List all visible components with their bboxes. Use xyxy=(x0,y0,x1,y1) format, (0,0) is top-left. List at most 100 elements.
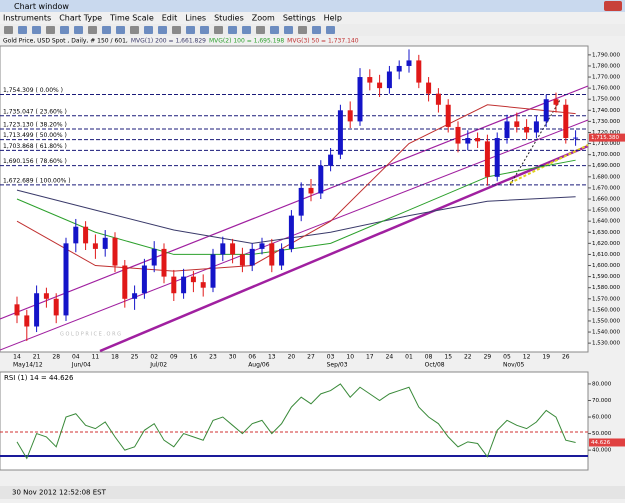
y-tick-label: 1,600.000 xyxy=(592,263,620,269)
x-tick-label: 27 xyxy=(307,354,315,361)
tool-icon[interactable] xyxy=(74,26,83,34)
x-tick-label: 29 xyxy=(484,354,492,361)
y-tick-label: 1,670.000 xyxy=(592,185,620,191)
candle-body xyxy=(563,104,569,139)
close-button[interactable] xyxy=(604,1,622,11)
menu-item[interactable]: Edit xyxy=(162,14,178,23)
x-tick-label: 05 xyxy=(503,354,511,361)
tool-icon[interactable] xyxy=(228,26,237,34)
candle-body xyxy=(151,248,157,266)
tool-icon[interactable] xyxy=(130,26,139,34)
fib-label: 1,690.156 ( 78.60% ) xyxy=(3,158,67,165)
legend-entry: MVG(3) 50 = 1,737.140 xyxy=(287,38,359,45)
tool-icon[interactable] xyxy=(186,26,195,34)
watermark: G O L D P R I C E . O R G xyxy=(60,332,121,338)
tool-icon[interactable] xyxy=(102,26,111,34)
y-tick-label: 1,610.000 xyxy=(592,252,620,258)
tool-icon[interactable] xyxy=(4,26,13,34)
tool-icon[interactable] xyxy=(214,26,223,34)
candle-body xyxy=(298,187,304,216)
x-tick-label: 04 xyxy=(72,354,80,361)
status-bar xyxy=(0,486,625,499)
y-tick-label: 1,740.000 xyxy=(592,108,620,114)
menu-item[interactable]: Studies xyxy=(214,14,244,23)
y-tick-label: 1,620.000 xyxy=(592,241,620,247)
channel-line xyxy=(99,144,589,353)
candle-body xyxy=(573,137,579,139)
tool-icon[interactable] xyxy=(46,26,55,34)
tool-icon[interactable] xyxy=(270,26,279,34)
candle-body xyxy=(230,243,236,255)
candle-body xyxy=(83,226,89,244)
candle-body xyxy=(396,65,402,72)
rsi-last-label: 44.626 xyxy=(591,440,611,446)
menu-item[interactable]: Settings xyxy=(283,14,316,23)
x-tick-label: 22 xyxy=(464,354,472,361)
tool-icon[interactable] xyxy=(32,26,41,34)
y-tick-label: 1,750.000 xyxy=(592,97,620,103)
x-tick-label: 28 xyxy=(52,354,60,361)
candle-body xyxy=(504,121,510,139)
x-tick-label: 11 xyxy=(92,354,100,361)
tool-icon[interactable] xyxy=(298,26,307,34)
tool-icon[interactable] xyxy=(200,26,209,34)
fib-label: 1,703.868 ( 61.80% ) xyxy=(3,143,67,150)
tool-icon[interactable] xyxy=(256,26,265,34)
tool-icon[interactable] xyxy=(18,26,27,34)
menu-item[interactable]: Instruments xyxy=(3,14,51,23)
tool-icon[interactable] xyxy=(144,26,153,34)
tool-icon[interactable] xyxy=(158,26,167,34)
candle-body xyxy=(426,82,432,94)
title-bar xyxy=(0,0,625,12)
candle-body xyxy=(14,304,20,316)
y-tick-label: 1,790.000 xyxy=(592,52,620,58)
y-tick-label: 1,630.000 xyxy=(592,230,620,236)
candle-body xyxy=(406,60,412,66)
y-tick-label: 1,590.000 xyxy=(592,274,620,280)
tool-icon[interactable] xyxy=(312,26,321,34)
tool-icon[interactable] xyxy=(60,26,69,34)
x-tick-label: 17 xyxy=(366,354,374,361)
rsi-last-box xyxy=(589,438,625,447)
rsi-tick-label: 40.000 xyxy=(592,448,612,454)
toolbar-icons xyxy=(4,26,335,34)
candle-body xyxy=(269,243,275,266)
x-tick-label: 26 xyxy=(562,354,570,361)
x-tick-label: 19 xyxy=(542,354,550,361)
x-tick-label: 21 xyxy=(33,354,41,361)
y-tick-label: 1,770.000 xyxy=(592,75,620,81)
x-tick-label: 02 xyxy=(150,354,158,361)
menu-item[interactable]: Zoom xyxy=(252,14,275,23)
tool-icon[interactable] xyxy=(116,26,125,34)
candle-body xyxy=(328,154,334,166)
x-month-label: May14/12 xyxy=(13,362,43,369)
candle-body xyxy=(288,215,294,249)
candle-body xyxy=(465,138,471,144)
rsi-tick-label: 70.000 xyxy=(592,398,612,404)
candle-body xyxy=(377,82,383,89)
menu-item[interactable]: Lines xyxy=(185,14,206,23)
x-month-label: Nov/05 xyxy=(503,362,525,369)
menu-item[interactable]: Time Scale xyxy=(109,14,154,23)
y-tick-label: 1,580.000 xyxy=(592,285,620,291)
menu-item[interactable]: Chart Type xyxy=(59,14,102,23)
x-tick-label: 14 xyxy=(13,354,21,361)
candle-body xyxy=(161,248,167,277)
x-tick-label: 23 xyxy=(209,354,217,361)
tool-icon[interactable] xyxy=(172,26,181,34)
rsi-panel xyxy=(0,371,589,471)
x-tick-label: 09 xyxy=(170,354,178,361)
candle-body xyxy=(416,60,422,83)
candle-body xyxy=(34,293,40,327)
candle-body xyxy=(337,110,343,155)
tool-icon[interactable] xyxy=(326,26,335,34)
candle-body xyxy=(141,265,147,294)
menu-item[interactable]: Help xyxy=(324,14,342,23)
tool-icon[interactable] xyxy=(88,26,97,34)
tool-icon[interactable] xyxy=(242,26,251,34)
menu-bar: Instruments Chart Type Time Scale Edit Lines… xyxy=(3,14,342,23)
tool-icon[interactable] xyxy=(284,26,293,34)
candle-body xyxy=(73,226,79,244)
x-tick-label: 30 xyxy=(229,354,237,361)
